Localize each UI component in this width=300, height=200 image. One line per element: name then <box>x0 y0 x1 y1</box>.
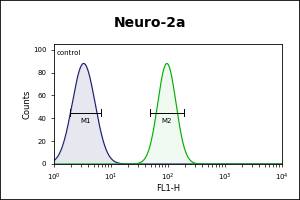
Text: M1: M1 <box>80 118 91 124</box>
X-axis label: FL1-H: FL1-H <box>156 184 180 193</box>
Text: control: control <box>57 50 81 56</box>
Text: M2: M2 <box>162 118 172 124</box>
Text: Neuro-2a: Neuro-2a <box>114 16 186 30</box>
Y-axis label: Counts: Counts <box>22 89 32 119</box>
